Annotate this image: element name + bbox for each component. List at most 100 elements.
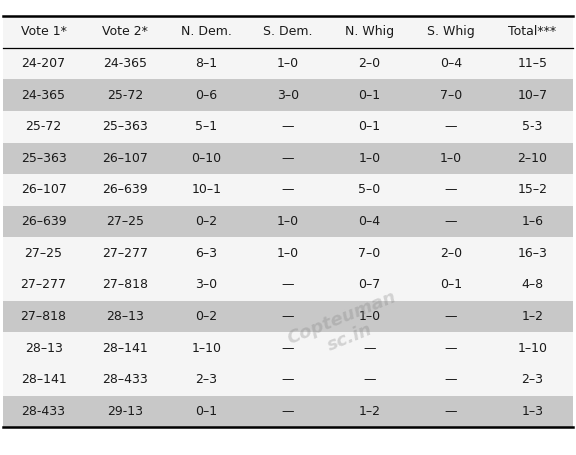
Text: —: — xyxy=(282,183,294,197)
Text: 0–10: 0–10 xyxy=(191,152,222,165)
Text: 26–639: 26–639 xyxy=(103,183,148,197)
Text: 10–7: 10–7 xyxy=(517,89,547,101)
Text: Vote 2*: Vote 2* xyxy=(102,25,148,38)
Text: 1–3: 1–3 xyxy=(521,405,543,418)
Text: 6–3: 6–3 xyxy=(195,247,218,260)
Text: 29-13: 29-13 xyxy=(107,405,143,418)
Text: 2–10: 2–10 xyxy=(517,152,547,165)
Text: —: — xyxy=(282,405,294,418)
Text: 0–2: 0–2 xyxy=(195,215,218,228)
Text: 27–818: 27–818 xyxy=(21,310,67,323)
Text: 1–0: 1–0 xyxy=(277,247,299,260)
Text: 1–0: 1–0 xyxy=(440,152,462,165)
Text: —: — xyxy=(445,405,457,418)
Text: 1–2: 1–2 xyxy=(521,310,543,323)
Text: 24-365: 24-365 xyxy=(22,89,66,101)
Text: —: — xyxy=(282,278,294,291)
Text: 1–10: 1–10 xyxy=(517,342,547,355)
Text: 0–1: 0–1 xyxy=(358,89,381,101)
Text: 16–3: 16–3 xyxy=(517,247,547,260)
Text: 3–0: 3–0 xyxy=(195,278,218,291)
Text: 28–433: 28–433 xyxy=(102,374,148,386)
Text: 28–141: 28–141 xyxy=(21,374,66,386)
Bar xyxy=(3,238,573,269)
Text: 26–107: 26–107 xyxy=(21,183,67,197)
Text: 27–818: 27–818 xyxy=(102,278,148,291)
Bar xyxy=(3,396,573,427)
Text: 25-72: 25-72 xyxy=(107,89,143,101)
Text: —: — xyxy=(282,310,294,323)
Text: 5-3: 5-3 xyxy=(522,120,543,133)
Text: —: — xyxy=(282,120,294,133)
Text: —: — xyxy=(363,374,376,386)
Text: 2–0: 2–0 xyxy=(358,57,381,70)
Text: N. Whig: N. Whig xyxy=(345,25,394,38)
Text: 5–0: 5–0 xyxy=(358,183,381,197)
Bar xyxy=(3,48,573,79)
Bar xyxy=(3,79,573,111)
Text: —: — xyxy=(363,342,376,355)
Bar xyxy=(3,332,573,364)
Text: 1–0: 1–0 xyxy=(277,57,299,70)
Text: 7–0: 7–0 xyxy=(358,247,381,260)
Text: 27–277: 27–277 xyxy=(102,247,148,260)
Text: 11–5: 11–5 xyxy=(517,57,547,70)
Text: —: — xyxy=(445,215,457,228)
Text: 1–0: 1–0 xyxy=(277,215,299,228)
Text: 2–3: 2–3 xyxy=(195,374,218,386)
Text: 24-207: 24-207 xyxy=(21,57,66,70)
Text: 0–2: 0–2 xyxy=(195,310,218,323)
Text: 27–277: 27–277 xyxy=(21,278,67,291)
Bar xyxy=(3,111,573,142)
Text: S. Dem.: S. Dem. xyxy=(263,25,313,38)
Text: 2–3: 2–3 xyxy=(521,374,543,386)
Bar xyxy=(3,16,573,48)
Text: —: — xyxy=(282,342,294,355)
Text: 0–1: 0–1 xyxy=(358,120,381,133)
Text: 0–4: 0–4 xyxy=(440,57,462,70)
Text: —: — xyxy=(445,342,457,355)
Text: S. Whig: S. Whig xyxy=(427,25,475,38)
Bar xyxy=(3,269,573,301)
Text: 28–13: 28–13 xyxy=(106,310,144,323)
Text: 28–141: 28–141 xyxy=(102,342,148,355)
Text: 10–1: 10–1 xyxy=(192,183,222,197)
Text: 0–6: 0–6 xyxy=(195,89,218,101)
Text: 3–0: 3–0 xyxy=(277,89,299,101)
Text: Total***: Total*** xyxy=(509,25,556,38)
Text: 28-433: 28-433 xyxy=(22,405,66,418)
Text: 15–2: 15–2 xyxy=(517,183,547,197)
Bar xyxy=(3,174,573,206)
Text: —: — xyxy=(445,310,457,323)
Text: 0–1: 0–1 xyxy=(195,405,218,418)
Bar xyxy=(3,301,573,332)
Text: 7–0: 7–0 xyxy=(440,89,462,101)
Text: —: — xyxy=(445,120,457,133)
Text: N. Dem.: N. Dem. xyxy=(181,25,232,38)
Text: 1–0: 1–0 xyxy=(358,310,381,323)
Text: —: — xyxy=(445,183,457,197)
Text: 24-365: 24-365 xyxy=(103,57,147,70)
Text: 26–639: 26–639 xyxy=(21,215,66,228)
Text: 25–363: 25–363 xyxy=(102,120,148,133)
Text: 4–8: 4–8 xyxy=(521,278,543,291)
Text: 0–7: 0–7 xyxy=(358,278,381,291)
Text: 1–0: 1–0 xyxy=(358,152,381,165)
Text: 1–10: 1–10 xyxy=(192,342,222,355)
Text: 26–107: 26–107 xyxy=(102,152,148,165)
Bar xyxy=(3,206,573,238)
Text: 1–2: 1–2 xyxy=(358,405,381,418)
Text: —: — xyxy=(282,374,294,386)
Text: 5–1: 5–1 xyxy=(195,120,218,133)
Text: 25-72: 25-72 xyxy=(25,120,62,133)
Bar xyxy=(3,142,573,174)
Text: —: — xyxy=(445,374,457,386)
Text: 8–1: 8–1 xyxy=(195,57,218,70)
Bar xyxy=(3,364,573,396)
Text: Vote 1*: Vote 1* xyxy=(21,25,67,38)
Text: 0–1: 0–1 xyxy=(440,278,462,291)
Text: 0–4: 0–4 xyxy=(358,215,381,228)
Text: 27–25: 27–25 xyxy=(25,247,63,260)
Text: 28–13: 28–13 xyxy=(25,342,63,355)
Text: 1–6: 1–6 xyxy=(521,215,543,228)
